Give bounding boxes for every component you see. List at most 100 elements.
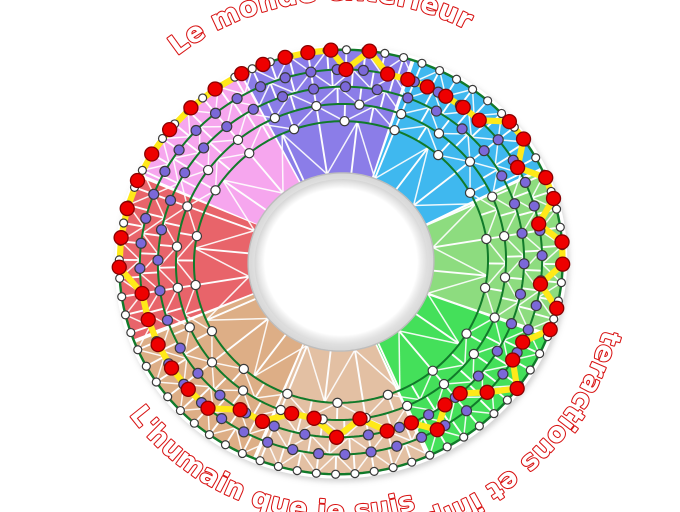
outer-node (175, 405, 186, 416)
sector-pink (140, 74, 300, 225)
inner-node (365, 446, 377, 458)
highlight-node (163, 360, 180, 376)
spoke-edge (217, 152, 250, 160)
spoke-edge (398, 330, 401, 391)
outer-node (369, 466, 379, 476)
inner-node (190, 279, 201, 291)
spoke-edge (184, 313, 213, 332)
spoke-edge (484, 263, 507, 289)
inner-node (468, 348, 480, 360)
spoke-edge (373, 129, 396, 180)
inner-node (174, 342, 186, 354)
inner-node (164, 194, 177, 206)
inner-node (423, 409, 435, 421)
outer-node (137, 165, 147, 175)
inner-node (461, 328, 472, 339)
spoke-edge (286, 430, 294, 450)
outer-node (163, 392, 173, 402)
highlight-node (352, 411, 368, 427)
spoke-edge (208, 141, 224, 155)
spoke-edge (484, 335, 503, 346)
outer-node (350, 469, 360, 479)
outer-node (189, 418, 199, 428)
spoke-edge (156, 266, 177, 269)
highlight-node (200, 400, 216, 416)
highlight-node (277, 49, 293, 66)
outer-node (120, 310, 131, 320)
spoke-edge (172, 158, 180, 184)
spoke-edge (419, 370, 434, 400)
highlight-node (323, 42, 339, 58)
spoke-edge (289, 75, 296, 94)
spoke-edge (426, 292, 460, 345)
inner-node (528, 200, 540, 212)
spoke-edge (414, 312, 461, 345)
inner-node (214, 389, 226, 401)
outer-node (434, 65, 445, 76)
spoke-edge (253, 344, 308, 378)
highlight-node (129, 172, 146, 189)
spoke-edge (162, 221, 182, 228)
spoke-edge (184, 140, 201, 154)
inner-node (481, 233, 492, 245)
inner-node (536, 249, 548, 262)
highlight-node (531, 216, 547, 232)
spoke-edge (374, 146, 429, 180)
highlight-node (111, 259, 127, 275)
highlight-node (161, 121, 178, 138)
spoke-edge (209, 427, 237, 436)
spoke-edge (481, 168, 499, 180)
outer-node (459, 432, 469, 442)
outer-node (474, 421, 484, 431)
inner-node (287, 443, 299, 456)
inner-node (354, 99, 365, 110)
spoke-edge (522, 268, 543, 272)
spoke-edge (485, 238, 507, 265)
spoke-edge (248, 152, 284, 195)
spoke-edge (416, 124, 428, 142)
spoke-edge (410, 383, 421, 401)
inner-node (237, 385, 249, 396)
outer-node (151, 377, 161, 387)
spoke-edge (517, 209, 537, 217)
highlight-node (150, 336, 166, 353)
spoke-edge (211, 361, 244, 370)
inner-node (478, 145, 490, 157)
inner-node (152, 254, 164, 266)
outer-node (237, 448, 248, 459)
highlight-node (379, 66, 396, 82)
spoke-edge (186, 189, 216, 208)
inner-node (479, 282, 491, 294)
spoke-edge (198, 125, 214, 140)
inner-node (402, 92, 414, 104)
spoke-edge (398, 330, 460, 345)
spoke-edge (221, 179, 268, 212)
spoke-edge (522, 249, 543, 253)
spoke-edge (161, 174, 180, 185)
outer-node (255, 456, 265, 466)
spoke-edge (373, 106, 396, 131)
inner-node (154, 285, 166, 297)
spoke-edge (205, 276, 250, 321)
outer-node (204, 430, 215, 440)
highlight-node (471, 112, 487, 128)
inner-node (231, 92, 243, 105)
inner-node (492, 134, 504, 146)
outer-node (556, 278, 566, 288)
spoke-edge (498, 210, 518, 217)
spoke-edge (466, 316, 496, 335)
inner-node (487, 191, 498, 202)
inner-node (433, 149, 444, 161)
spoke-edge (330, 68, 334, 88)
outer-node (467, 84, 478, 94)
spoke-edge (213, 376, 228, 391)
spoke-edge (286, 344, 309, 395)
spoke-edge (289, 93, 297, 112)
inner-node (499, 272, 511, 283)
spoke-edge (352, 69, 372, 90)
inner-node (311, 100, 322, 112)
inner-node (491, 345, 503, 357)
inner-node (191, 230, 203, 242)
spoke-edge (395, 146, 430, 191)
outer-node (330, 469, 341, 479)
